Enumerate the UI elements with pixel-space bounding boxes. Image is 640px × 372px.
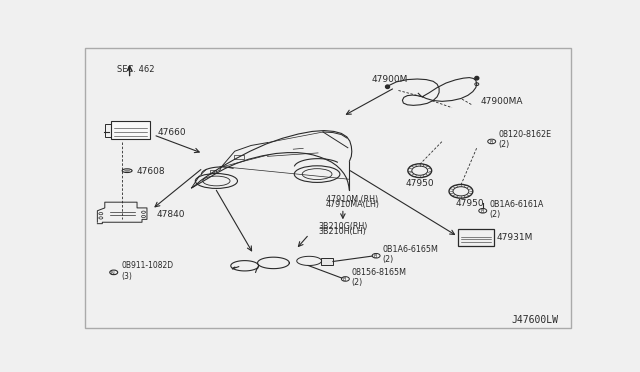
Text: J47600LW: J47600LW <box>511 315 559 325</box>
Text: 47910MA(LH): 47910MA(LH) <box>326 201 380 209</box>
Text: N: N <box>110 271 114 276</box>
Bar <box>321 258 333 264</box>
Text: SEC. 462: SEC. 462 <box>117 65 155 74</box>
Text: B: B <box>373 254 377 259</box>
Text: 47931M: 47931M <box>497 234 533 243</box>
Text: 47950: 47950 <box>456 199 484 208</box>
Bar <box>106 124 111 137</box>
Ellipse shape <box>475 76 479 80</box>
Text: 47900MA: 47900MA <box>481 97 524 106</box>
Ellipse shape <box>385 85 390 89</box>
Text: 0B1A6-6165M
(2): 0B1A6-6165M (2) <box>383 245 438 264</box>
Text: 08120-8162E
(2): 08120-8162E (2) <box>498 130 551 150</box>
Text: 47950: 47950 <box>406 179 435 188</box>
Text: 47910M (RH): 47910M (RH) <box>326 195 378 204</box>
Text: B: B <box>342 277 346 282</box>
Text: 47840: 47840 <box>157 210 186 219</box>
Text: 0B1A6-6161A
(2): 0B1A6-6161A (2) <box>489 200 543 219</box>
Text: 3B210G(RH): 3B210G(RH) <box>318 222 367 231</box>
Text: B: B <box>489 140 492 145</box>
Text: 0B911-1082D
(3): 0B911-1082D (3) <box>121 261 173 280</box>
Text: 47608: 47608 <box>137 167 166 176</box>
Bar <box>111 121 150 139</box>
Text: 3B210H(LH): 3B210H(LH) <box>318 227 366 236</box>
Bar <box>458 229 493 246</box>
Text: 47900M: 47900M <box>372 74 408 83</box>
Text: 47660: 47660 <box>158 128 186 137</box>
Text: B: B <box>480 209 483 214</box>
Text: 08156-8165M
(2): 08156-8165M (2) <box>352 267 407 287</box>
Ellipse shape <box>124 170 130 172</box>
